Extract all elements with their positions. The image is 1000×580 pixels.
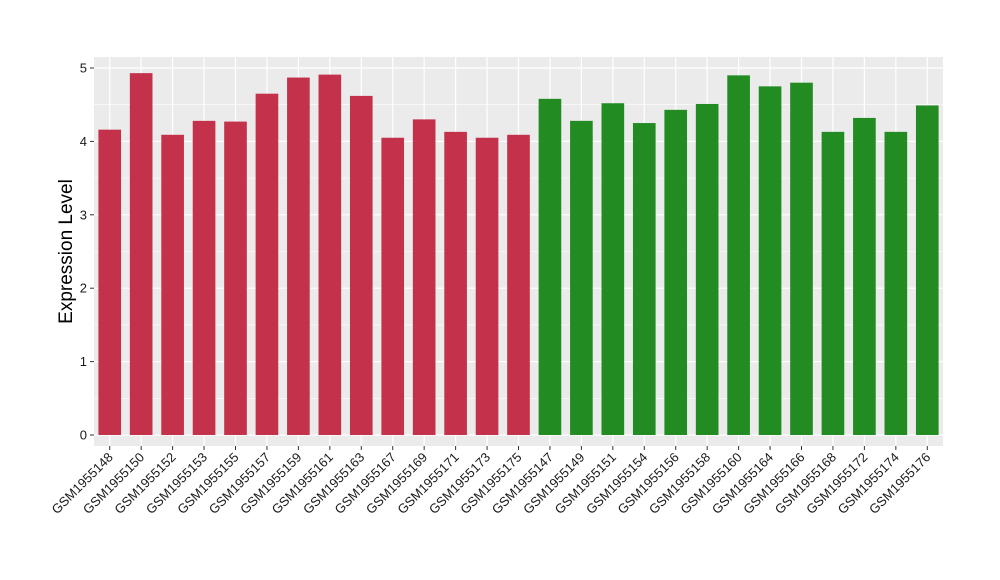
bars — [98, 73, 939, 435]
bar-GSM1955166 — [790, 82, 813, 435]
y-tick-label: 4 — [80, 134, 87, 149]
bar-GSM1955168 — [821, 131, 845, 435]
bar-GSM1955155 — [224, 121, 247, 435]
bar-GSM1955156 — [664, 109, 688, 435]
y-tick-label: 0 — [80, 427, 87, 442]
bar-GSM1955149 — [570, 120, 593, 435]
y-axis-title: Expression Level — [56, 179, 77, 324]
bar-GSM1955150 — [129, 73, 153, 435]
bar-GSM1955147 — [538, 98, 562, 435]
y-tick-label: 1 — [80, 354, 87, 369]
bar-GSM1955176 — [915, 105, 939, 435]
bar-GSM1955164 — [758, 86, 782, 435]
bar-GSM1955159 — [287, 77, 310, 435]
bar-GSM1955174 — [884, 131, 908, 435]
y-tick-label: 2 — [80, 281, 87, 296]
bar-GSM1955172 — [853, 117, 876, 435]
bar-GSM1955175 — [507, 134, 530, 435]
bar-GSM1955158 — [695, 103, 719, 435]
bar-GSM1955154 — [632, 123, 656, 435]
bar-GSM1955173 — [475, 137, 499, 435]
bar-GSM1955167 — [381, 137, 405, 435]
y-tick-label: 3 — [80, 207, 87, 222]
bar-GSM1955160 — [727, 75, 750, 435]
bar-GSM1955152 — [161, 134, 184, 435]
y-tick-label: 5 — [80, 61, 87, 76]
bar-GSM1955169 — [412, 119, 436, 435]
bar-GSM1955163 — [349, 95, 373, 435]
bar-GSM1955153 — [192, 120, 216, 435]
y-axis: 0 1 2 3 4 5 — [80, 61, 94, 442]
bar-GSM1955148 — [98, 129, 122, 435]
bar-GSM1955157 — [255, 93, 279, 435]
x-axis: GSM1955148GSM1955150GSM1955152GSM1955153… — [49, 446, 933, 517]
bar-GSM1955171 — [444, 131, 467, 435]
bar-GSM1955161 — [318, 74, 342, 435]
bar-GSM1955151 — [601, 103, 625, 435]
